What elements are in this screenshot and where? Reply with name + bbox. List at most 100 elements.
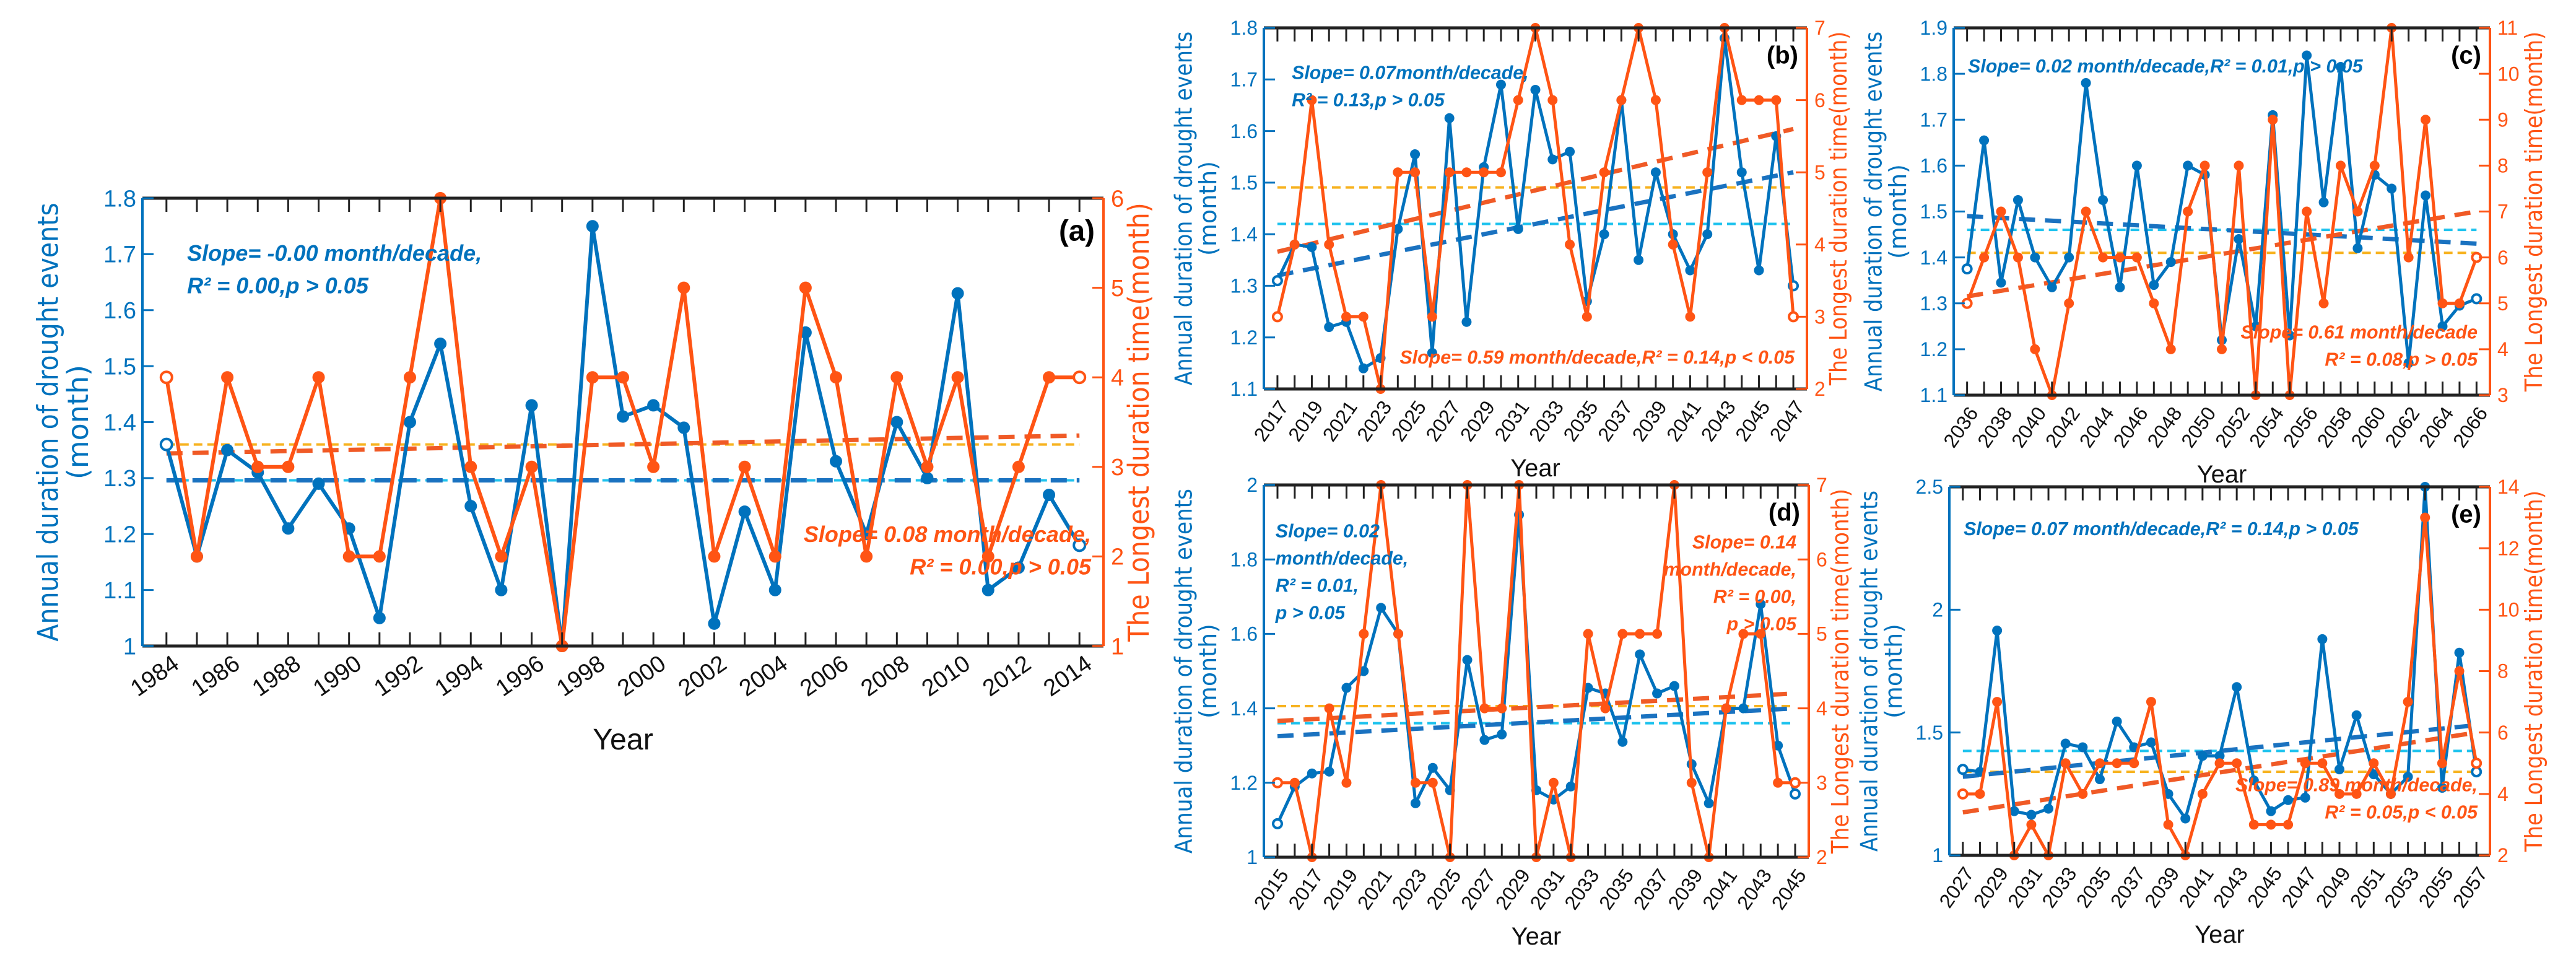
blue-data-point bbox=[1012, 561, 1025, 574]
blue-data-point bbox=[890, 416, 903, 429]
right-y-tick-label: 3 bbox=[1111, 455, 1124, 481]
orange-trend-annotation: Slope= 0.59 month/decade,R² = 0.14,p < 0… bbox=[1399, 347, 1795, 368]
orange-data-point bbox=[403, 371, 416, 384]
left-y-tick-label: 1.6 bbox=[103, 298, 136, 324]
blue-data-point bbox=[1043, 488, 1056, 501]
orange-data-point bbox=[890, 371, 903, 384]
blue-data-point bbox=[2183, 160, 2193, 171]
right-y-tick-label: 5 bbox=[2497, 292, 2509, 315]
blue-data-point bbox=[2149, 280, 2159, 290]
panel-d: 2015201720192021202320252027202920312033… bbox=[1170, 474, 1854, 950]
blue-data-point bbox=[1979, 135, 1990, 146]
x-tick-label: 2017 bbox=[1250, 396, 1293, 445]
left-y-tick-label: 1.3 bbox=[1230, 275, 1258, 297]
orange-data-point bbox=[2335, 160, 2346, 171]
x-tick-label: 2037 bbox=[2106, 863, 2149, 912]
left-y-tick-label: 1.4 bbox=[103, 410, 136, 436]
orange-data-point bbox=[1012, 460, 1025, 473]
blue-data-point bbox=[373, 611, 386, 624]
x-tick-label: 2019 bbox=[1318, 865, 1362, 914]
blue-data-point bbox=[2387, 183, 2397, 194]
x-tick-label: 1994 bbox=[430, 650, 488, 702]
orange-data-point bbox=[2369, 758, 2379, 769]
orange-data-point bbox=[2064, 298, 2074, 308]
right-y-tick-label: 10 bbox=[2497, 63, 2520, 85]
blue-data-point bbox=[2403, 772, 2413, 782]
orange-data-point bbox=[1685, 312, 1695, 322]
blue-trend-annotation: R² = 0.01, bbox=[1276, 575, 1359, 596]
left-y-tick-label: 1.3 bbox=[1920, 292, 1947, 315]
orange-data-point bbox=[2385, 788, 2396, 799]
x-tick-label: 2035 bbox=[2072, 863, 2115, 912]
blue-data-point bbox=[1410, 798, 1421, 808]
blue-trend-annotation: p > 0.05 bbox=[1275, 603, 1346, 624]
left-y-tick-label: 1 bbox=[123, 634, 136, 660]
left-y-tick-label: 1.2 bbox=[103, 522, 136, 548]
orange-data-point bbox=[2403, 697, 2413, 707]
orange-data-point bbox=[1289, 777, 1300, 788]
orange-trend-annotation: R² = 0.05,p < 0.05 bbox=[2325, 802, 2478, 823]
x-tick-label: 1988 bbox=[248, 650, 305, 702]
right-y-tick-label: 1 bbox=[1111, 634, 1124, 660]
orange-data-point bbox=[1599, 167, 1609, 178]
panel-label: (c) bbox=[2451, 42, 2481, 69]
left-y-tick-label: 1.5 bbox=[103, 354, 136, 380]
blue-data-point bbox=[1073, 538, 1087, 552]
blue-data-point bbox=[1497, 729, 1507, 740]
x-tick-label: 2041 bbox=[1662, 396, 1705, 445]
orange-data-point bbox=[981, 550, 994, 563]
orange-data-point bbox=[2268, 115, 2278, 125]
orange-data-point bbox=[1652, 629, 1663, 639]
orange-data-point bbox=[2165, 344, 2176, 354]
left-y-axis-label: Annual duration of drought events bbox=[32, 203, 65, 642]
blue-data-point bbox=[1410, 149, 1421, 160]
x-tick-label: 2043 bbox=[2209, 863, 2252, 912]
blue-trend-annotation: Slope= 0.07 month/decade,R² = 0.14,p > 0… bbox=[1964, 518, 2359, 539]
blue-data-point bbox=[2248, 775, 2259, 786]
x-tick-label: 2039 bbox=[2140, 863, 2183, 912]
right-y-tick-label: 8 bbox=[2497, 660, 2509, 683]
right-y-tick-label: 3 bbox=[1814, 306, 1825, 328]
orange-data-point bbox=[1410, 777, 1421, 788]
x-tick-label: 2064 bbox=[2414, 403, 2458, 452]
blue-data-point bbox=[2043, 803, 2054, 814]
orange-data-point bbox=[2081, 206, 2091, 217]
blue-data-point bbox=[1272, 818, 1283, 829]
orange-data-point bbox=[1635, 629, 1645, 639]
blue-data-point bbox=[1669, 681, 1679, 691]
orange-data-point bbox=[1686, 777, 1697, 788]
orange-data-point bbox=[2471, 758, 2482, 769]
panel-b: 2017201920212023202520272029203120332035… bbox=[1170, 17, 1852, 482]
blue-data-point bbox=[1704, 798, 1714, 808]
orange-data-point bbox=[1497, 703, 1507, 714]
orange-data-point bbox=[251, 460, 264, 473]
x-axis-label: Year bbox=[1510, 455, 1560, 482]
x-tick-label: 2000 bbox=[613, 650, 671, 702]
blue-data-point bbox=[2300, 792, 2310, 803]
orange-data-point bbox=[921, 460, 934, 473]
blue-data-point bbox=[647, 399, 660, 412]
orange-trend-annotation: Slope= 0.89 month/decade, bbox=[2235, 774, 2478, 795]
orange-data-point bbox=[1754, 95, 1764, 105]
orange-data-point bbox=[2300, 758, 2310, 769]
x-tick-label: 2040 bbox=[2007, 403, 2050, 452]
x-tick-label: 2031 bbox=[1525, 865, 1569, 914]
right-y-tick-label: 8 bbox=[2497, 155, 2509, 177]
blue-data-point bbox=[1736, 167, 1747, 178]
x-tick-label: 2041 bbox=[2174, 863, 2217, 912]
orange-data-point bbox=[2334, 788, 2345, 799]
orange-data-point bbox=[1738, 629, 1749, 639]
blue-data-point bbox=[1307, 242, 1317, 252]
blue-trend-line bbox=[1277, 170, 1794, 278]
x-tick-label: 2043 bbox=[1733, 865, 1776, 914]
right-y-tick-label: 3 bbox=[1816, 772, 1827, 794]
x-tick-label: 2004 bbox=[734, 650, 792, 702]
blue-data-point bbox=[2421, 190, 2431, 201]
orange-data-point bbox=[1073, 370, 1087, 385]
right-y-tick-label: 7 bbox=[2497, 201, 2509, 223]
blue-data-point bbox=[2403, 358, 2414, 369]
left-y-tick-label: 1.1 bbox=[103, 578, 136, 604]
blue-data-point bbox=[830, 455, 843, 468]
x-tick-label: 2033 bbox=[1525, 396, 1568, 445]
